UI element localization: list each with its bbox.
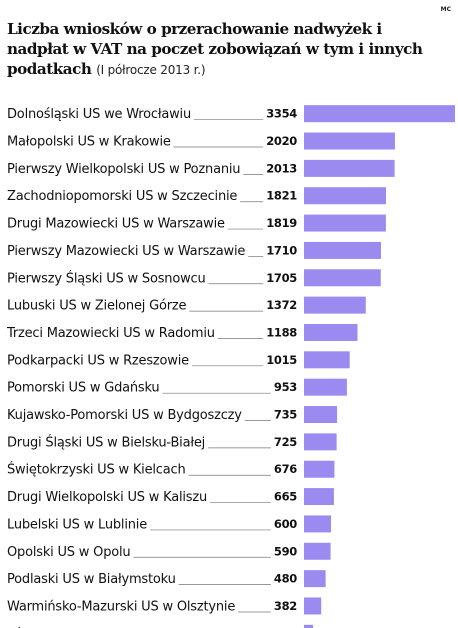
category-label: Trzeci Mazowiecki US w Radomiu xyxy=(6,326,215,341)
bar-row: Drugi Wielkopolski US w Kaliszu 665 xyxy=(7,488,334,506)
chart-subtitle: (I półrocze 2013 r.) xyxy=(96,63,206,77)
value-label: 600 xyxy=(274,517,297,531)
value-label: 1372 xyxy=(266,298,297,312)
bar xyxy=(304,351,350,369)
bar-row: Lubuski US w Zielonej Górze 1372 xyxy=(7,296,366,314)
category-label: Drugi Mazowiecki US w Warszawie xyxy=(7,217,225,232)
category-label: Lubuski US w Zielonej Górze xyxy=(7,299,187,314)
bar xyxy=(304,323,358,341)
value-label: 1188 xyxy=(266,325,297,339)
bar-row: Świętokrzyski US w Kielcach 676 xyxy=(7,460,335,478)
bar-row: Pierwszy Wielkopolski US w Poznaniu 2013 xyxy=(7,159,395,177)
category-label: Podkarpacki US w Rzeszowie xyxy=(7,353,189,368)
category-label: Małopolski US w Krakowie xyxy=(7,135,171,150)
category-label: Dolnośląski US we Wrocławiu xyxy=(7,107,191,122)
category-label: Opolski US w Opolu xyxy=(7,545,130,560)
value-label: 725 xyxy=(274,435,297,449)
value-label: 1705 xyxy=(266,271,297,285)
bar-row: Warmińsko-Mazurski US w Olsztynie 382 xyxy=(7,597,322,615)
bar-row: Pomorski US w Gdańsku 953 xyxy=(7,378,347,396)
bar xyxy=(304,406,338,424)
bar-row: Lubelski US w Lublinie 600 xyxy=(7,515,332,533)
bar xyxy=(304,296,366,314)
bar-row: Małopolski US w Krakowie 2020 xyxy=(7,132,395,150)
value-label: 1819 xyxy=(266,216,297,230)
bar xyxy=(304,132,395,150)
bar xyxy=(304,624,314,628)
bar-row: Podkarpacki US w Rzeszowie 1015 xyxy=(7,351,350,369)
bar-row: Drugi Mazowiecki US w Warszawie 1819 xyxy=(7,214,386,232)
bar xyxy=(304,269,381,287)
bar-row: Łódzki US w Łodzi 203 xyxy=(6,624,314,628)
bar xyxy=(304,241,381,259)
value-label: 676 xyxy=(274,462,297,476)
category-label: Drugi Śląski US w Bielsku-Białej xyxy=(7,434,205,450)
value-label: 480 xyxy=(274,572,297,586)
category-label: Pierwszy Mazowiecki US w Warszawie xyxy=(7,244,245,259)
chart-title: Liczba wniosków o przerachowanie nadwyże… xyxy=(7,20,423,78)
category-label: Zachodniopomorski US w Szczecinie xyxy=(7,189,237,204)
value-label: 382 xyxy=(274,599,297,613)
category-label: Świętokrzyski US w Kielcach xyxy=(7,462,186,478)
bar xyxy=(304,105,455,123)
category-label: Warmińsko-Mazurski US w Olsztynie xyxy=(7,599,235,614)
bar-row: Pierwszy Śląski US w Sosnowcu 1705 xyxy=(7,269,381,287)
bar xyxy=(304,570,326,588)
bar xyxy=(304,460,335,478)
bar xyxy=(304,488,334,506)
category-label: Podlaski US w Białymstoku xyxy=(7,572,176,587)
category-label: Pomorski US w Gdańsku xyxy=(7,381,159,396)
value-label: 2020 xyxy=(266,134,297,148)
bar xyxy=(304,433,337,451)
bar-row: Drugi Śląski US w Bielsku-Białej 725 xyxy=(7,433,337,451)
bar-row: Podlaski US w Białymstoku 480 xyxy=(7,570,326,588)
bar xyxy=(304,214,386,232)
bar-row: Pierwszy Mazowiecki US w Warszawie 1710 xyxy=(7,241,381,259)
value-label: 203 xyxy=(274,626,297,628)
value-label: 735 xyxy=(274,408,297,422)
value-label: 1710 xyxy=(266,243,297,257)
bar-row: Trzeci Mazowiecki US w Radomiu 1188 xyxy=(6,323,358,341)
bar xyxy=(304,378,347,396)
category-label: Łódzki US w Łodzi xyxy=(6,627,120,628)
value-label: 3354 xyxy=(266,107,297,121)
bar-row: Zachodniopomorski US w Szczecinie 1821 xyxy=(7,187,386,205)
value-label: 953 xyxy=(274,380,297,394)
value-label: 665 xyxy=(274,490,297,504)
category-label: Kujawsko-Pomorski US w Bydgoszczy xyxy=(7,408,242,423)
bar xyxy=(304,597,322,615)
bar xyxy=(304,159,395,177)
bar xyxy=(304,187,386,205)
bar xyxy=(304,515,332,533)
category-label: Drugi Wielkopolski US w Kaliszu xyxy=(7,490,207,505)
bar-row: Kujawsko-Pomorski US w Bydgoszczy 735 xyxy=(7,406,338,424)
source-mark: MC xyxy=(440,6,451,13)
category-label: Lubelski US w Lublinie xyxy=(7,517,147,532)
bar-row: Opolski US w Opolu 590 xyxy=(7,542,331,560)
bar xyxy=(304,542,331,560)
category-label: Pierwszy Wielkopolski US w Poznaniu xyxy=(7,162,240,177)
value-label: 2013 xyxy=(266,161,297,175)
value-label: 1821 xyxy=(266,189,297,203)
bar-row: Dolnośląski US we Wrocławiu 3354 xyxy=(7,105,455,123)
value-label: 590 xyxy=(274,544,297,558)
category-label: Pierwszy Śląski US w Sosnowcu xyxy=(7,270,206,286)
value-label: 1015 xyxy=(266,353,297,367)
chart-title-block: Liczba wniosków o przerachowanie nadwyże… xyxy=(7,19,445,80)
